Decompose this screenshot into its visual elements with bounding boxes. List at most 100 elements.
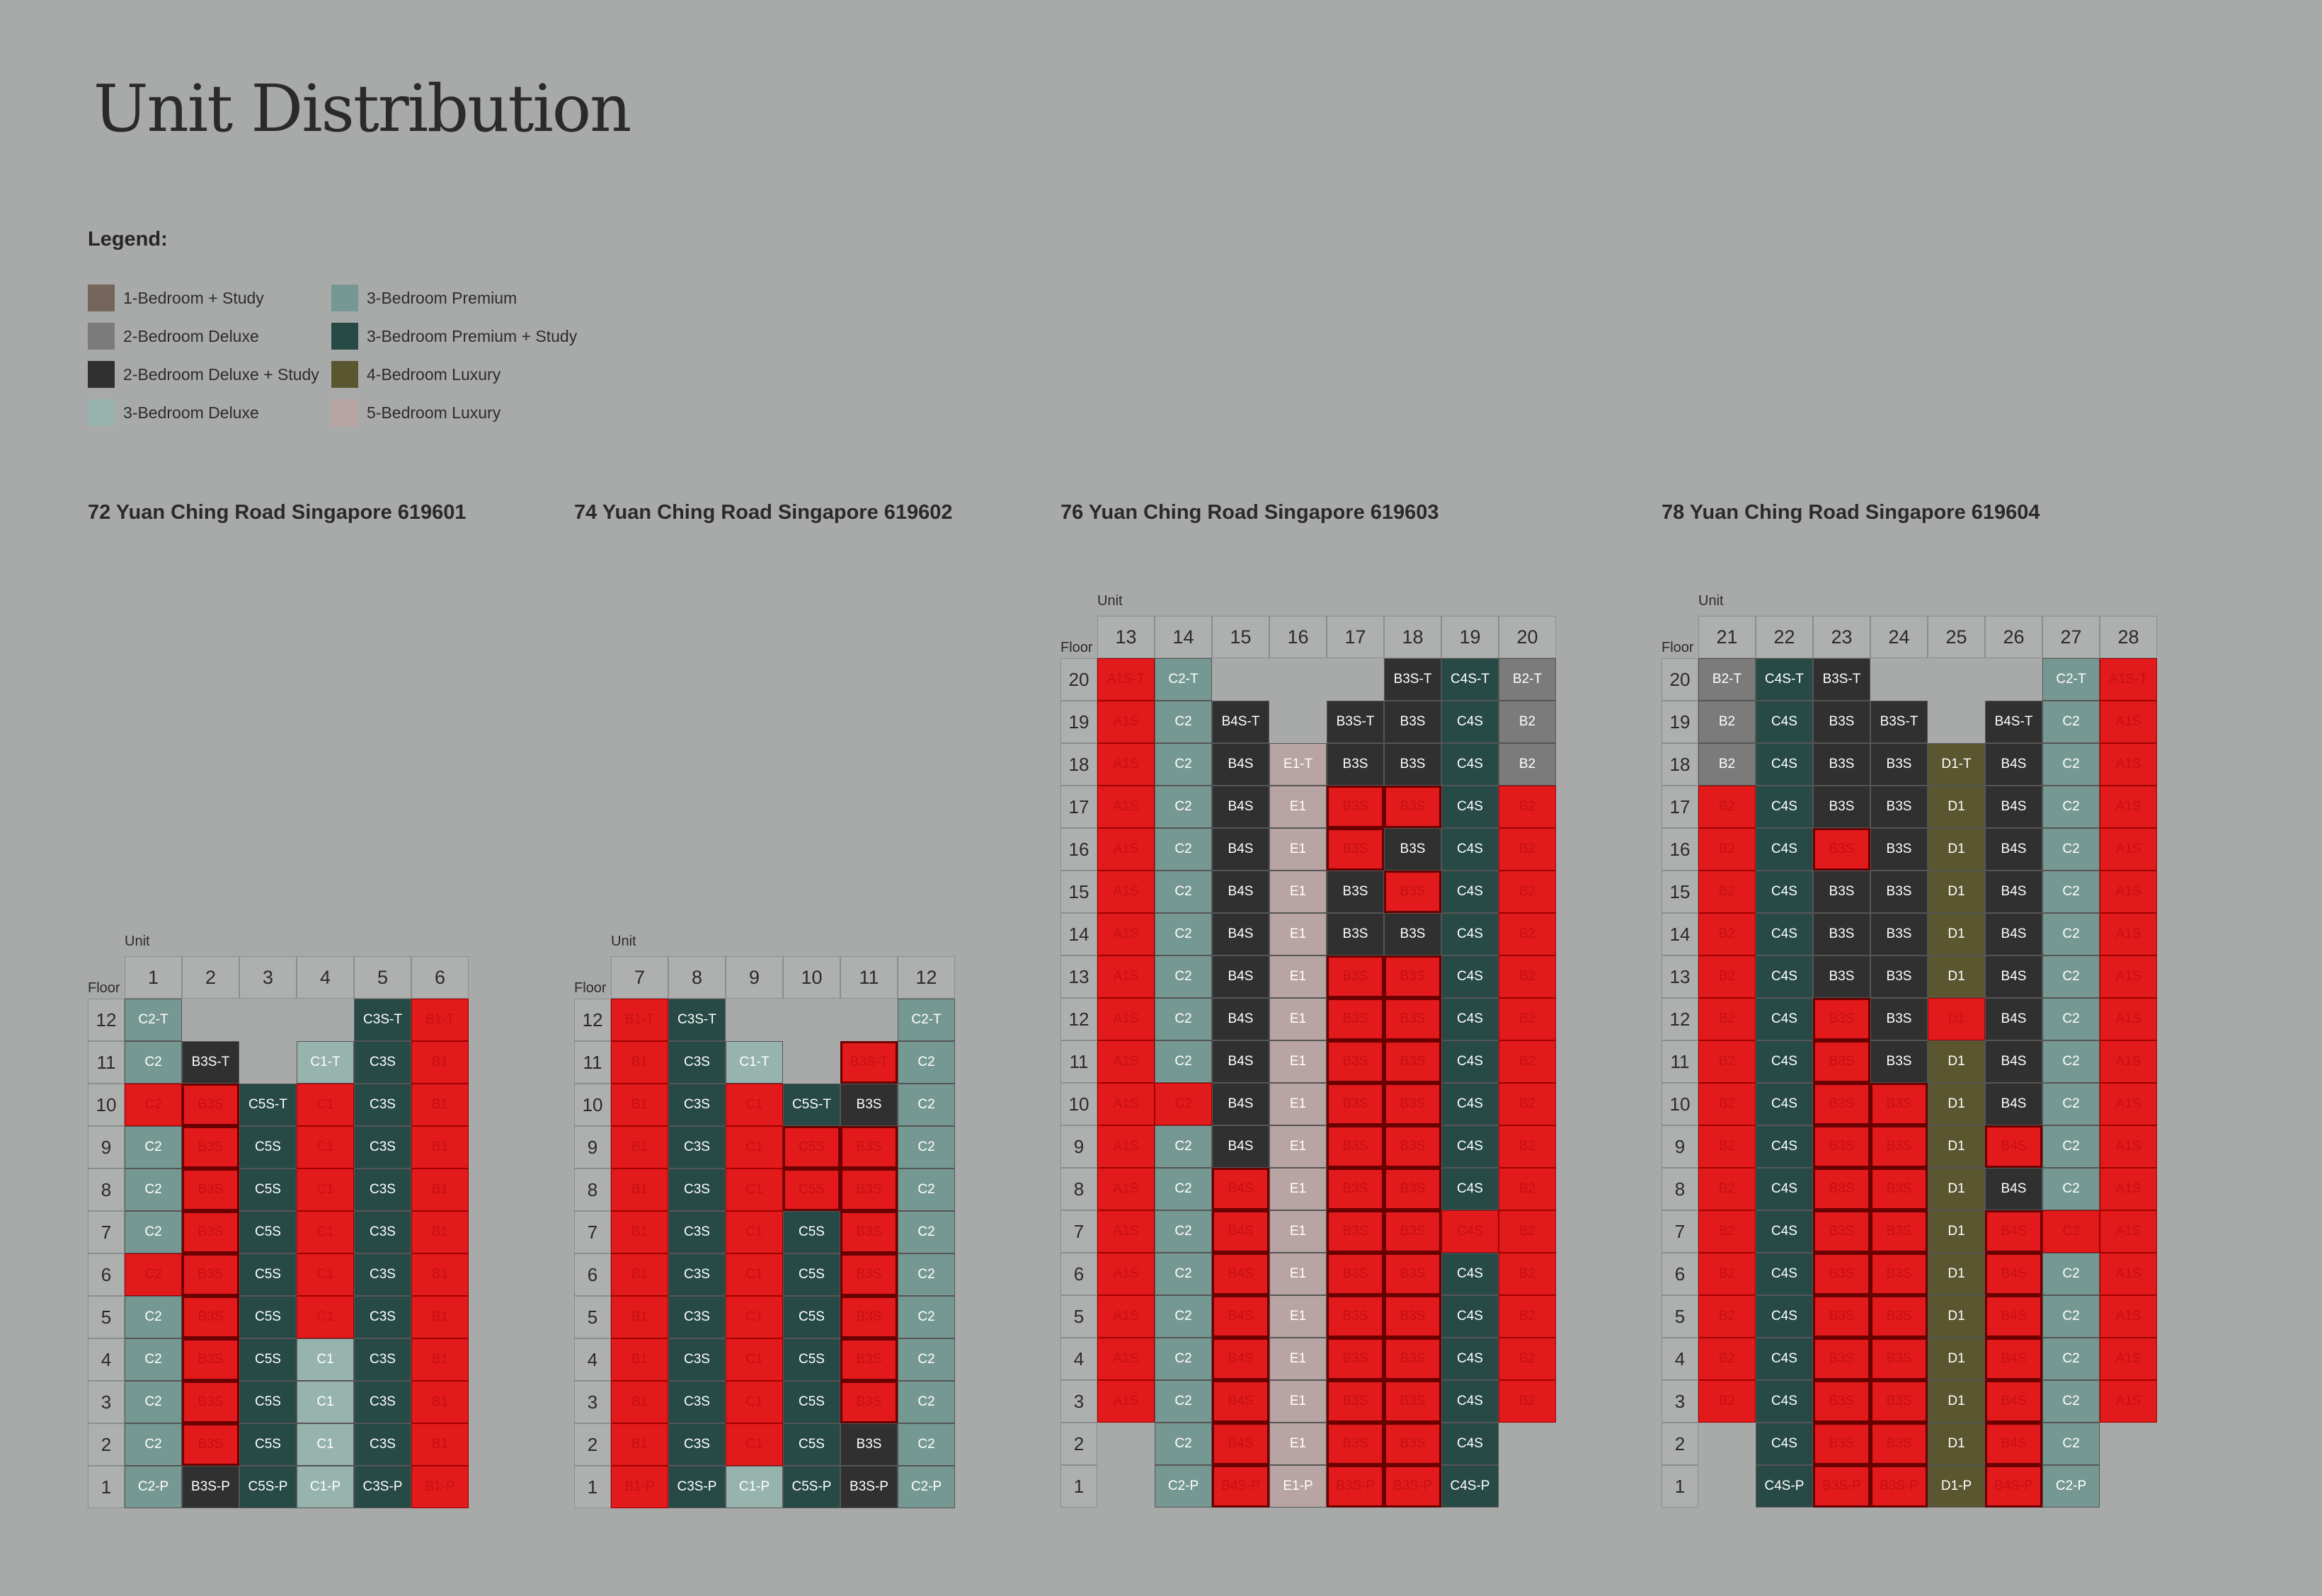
unit-cell: B3S [840,1381,898,1423]
unit-cell: C4S-P [1756,1465,1813,1508]
unit-cell: D1 [1928,913,1985,955]
floor-label: 3 [88,1381,125,1423]
unit-cell: C3S-T [668,999,726,1041]
unit-cell: B3S [1870,743,1928,786]
unit-cell: B4S-T [1985,701,2042,743]
unit-cell: B3S [1813,1338,1870,1380]
unit-cell: C2 [1155,913,1212,955]
unit-cell: B3S [1384,998,1441,1040]
legend-swatch [331,323,358,350]
unit-cell: A1S [2100,828,2157,871]
unit-cell: A1S [2100,1083,2157,1125]
unit-cell: C4S [1756,1210,1813,1253]
unit-cell: C5S [239,1211,297,1253]
floor-label: 6 [574,1253,611,1296]
unit-header: 27 [2042,616,2100,658]
unit-cell: B3S [1384,1168,1441,1210]
unit-cell: A1S [2100,1210,2157,1253]
unit-cell: B1-T [411,999,469,1041]
unit-cell: C2 [1155,1168,1212,1210]
unit-cell: B2 [1698,1295,1756,1338]
unit-cell: B3S-T [1327,701,1384,743]
unit-cell: B3S [1384,1125,1441,1168]
floor-label: 18 [1662,743,1698,786]
unit-cell: B2-T [1698,658,1756,701]
unit-cell: C2 [898,1084,955,1126]
unit-cell: C4S [1756,1338,1813,1380]
unit-cell: C2-P [898,1466,955,1508]
unit-cell: B2 [1698,1380,1756,1423]
unit-cell: C2-T [2042,658,2100,701]
unit-cell: A1S [1097,1338,1155,1380]
unit-cell: C3S [668,1084,726,1126]
unit-cell: A1S [2100,1125,2157,1168]
unit-cell: C2-T [125,999,182,1041]
floor-label: 2 [1662,1423,1698,1465]
unit-cell: A1S [1097,786,1155,828]
floor-label: 19 [1662,701,1698,743]
unit-cell: B3S [1327,786,1384,828]
unit-cell: B2 [1499,1295,1556,1338]
unit-cell: B3S [1384,1295,1441,1338]
unit-cell: E1 [1269,1380,1327,1423]
unit-cell: C2 [898,1381,955,1423]
unit-header: 2 [182,956,239,999]
floor-label: 13 [1060,955,1097,998]
unit-cell: A1S [1097,871,1155,913]
unit-header: 21 [1698,616,1756,658]
unit-cell: B3S [1813,1210,1870,1253]
unit-cell: B2 [1499,1338,1556,1380]
unit-cell: B4S [1212,828,1269,871]
unit-cell: C2 [2042,828,2100,871]
unit-cell: C1-P [297,1466,354,1508]
unit-cell: B4S [1985,871,2042,913]
unit-cell: E1 [1269,1295,1327,1338]
unit-cell: B3S [182,1126,239,1169]
floor-label: 10 [1662,1083,1698,1125]
unit-cell: C4S [1756,955,1813,998]
unit-cell: C1 [297,1296,354,1338]
unit-cell: B3S [1384,786,1441,828]
unit-cell: C4S [1441,828,1499,871]
unit-cell: C1 [297,1253,354,1296]
unit-header: 3 [239,956,297,999]
unit-cell: A1S [2100,1338,2157,1380]
unit-cell: B3S [182,1338,239,1381]
unit-cell: C5S [239,1423,297,1466]
unit-header: 8 [668,956,726,999]
unit-cell: C1-T [726,1041,783,1084]
unit-cell: B1 [411,1381,469,1423]
unit-cell: B2 [1698,998,1756,1040]
unit-cell: B3S [840,1211,898,1253]
unit-cell: B4S [1212,1253,1269,1295]
unit-cell: C2 [125,1211,182,1253]
unit-cell: C4S [1756,743,1813,786]
unit-cell: B1 [611,1211,668,1253]
unit-header: 10 [783,956,840,999]
unit-cell: C2 [2042,786,2100,828]
unit-cell: B4S [1985,1295,2042,1338]
unit-cell: C3S [668,1169,726,1211]
unit-cell: C5S [239,1126,297,1169]
unit-cell: B1 [611,1041,668,1084]
floor-label: 4 [1662,1338,1698,1380]
legend-swatch [88,323,115,350]
unit-cell: E1 [1269,1168,1327,1210]
unit-cell: B2 [1499,828,1556,871]
unit-cell: C4S [1756,701,1813,743]
unit-header: 15 [1212,616,1269,658]
unit-cell: B3S [182,1084,239,1126]
unit-cell: B4S [1985,743,2042,786]
unit-cell: B3S [1384,1210,1441,1253]
legend-label: 5-Bedroom Luxury [367,403,501,422]
unit-cell: B3S [1327,828,1384,871]
unit-cell: C4S [1441,1253,1499,1295]
unit-cell: C4S [1756,1380,1813,1423]
unit-cell: A1S [1097,1210,1155,1253]
legend-label: 3-Bedroom Deluxe [123,403,259,422]
unit-cell: C2 [1155,871,1212,913]
unit-cell: B3S [1813,828,1870,871]
legend-item: 5-Bedroom Luxury [331,399,501,426]
floor-label: 12 [574,999,611,1041]
unit-cell: A1S [2100,1253,2157,1295]
